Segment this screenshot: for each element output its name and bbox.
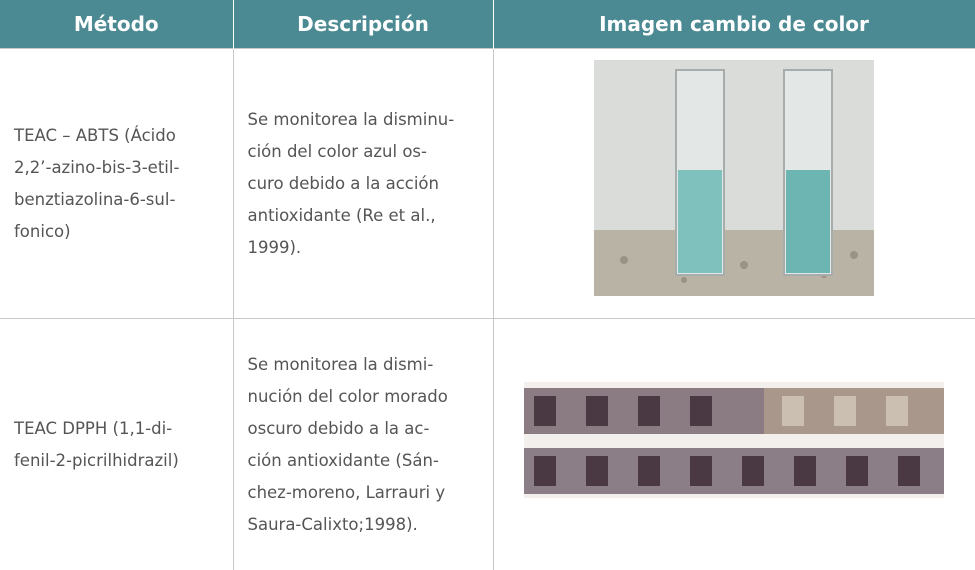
text-line: antioxidante (Re et al., xyxy=(247,205,436,225)
text-line: curo debido a la acción xyxy=(247,173,439,193)
table-row: TEAC DPPH (1,1-di-fenil-2-picrilhidrazil… xyxy=(0,318,975,570)
table-body: TEAC – ABTS (Ácido 2,2’-azino-bis-3-etil-… xyxy=(0,48,975,570)
text-line: fenil-2-picrilhidrazil) xyxy=(14,451,179,470)
image-cell xyxy=(492,318,975,570)
text-line: TEAC DPPH (1,1-di- xyxy=(14,419,173,438)
method-cell: TEAC – ABTS (Ácido 2,2’-azino-bis-3-etil-… xyxy=(0,48,234,319)
text-line: 1999). xyxy=(247,237,302,257)
text-line: ción antioxidante (Sán- xyxy=(247,451,439,470)
description-cell: Se monitorea la disminu-ción del color a… xyxy=(232,48,494,319)
description-cell: Se monitorea la dismi-nución del color m… xyxy=(232,318,494,570)
text-line: ción del color azul os- xyxy=(247,141,428,161)
header-row: Método Descripción Imagen cambio de color xyxy=(0,0,975,49)
image-cell xyxy=(492,48,975,319)
dpph-cuvettes-photo xyxy=(524,381,944,498)
method-cell: TEAC DPPH (1,1-di-fenil-2-picrilhidrazil… xyxy=(0,318,234,570)
text-line: Saura-Calixto;1998). xyxy=(247,515,418,534)
header-cell: Imagen cambio de color xyxy=(493,0,975,49)
text-line: oscuro debido a la ac- xyxy=(247,419,430,438)
table-row: TEAC – ABTS (Ácido 2,2’-azino-bis-3-etil-… xyxy=(0,48,975,319)
text-line: Se monitorea la dismi- xyxy=(247,355,434,374)
text-line: fonico) xyxy=(14,221,71,241)
text-line: Se monitorea la disminu- xyxy=(247,109,455,129)
text-line: 2,2’-azino-bis-3-etil- xyxy=(14,157,180,177)
header-cell: Descripción xyxy=(233,0,494,49)
text-line: benztiazolina-6-sul- xyxy=(14,189,176,209)
header-cell: Método xyxy=(0,0,234,49)
abts-cuvettes-photo xyxy=(594,60,874,296)
text-line: chez-moreno, Larrauri y xyxy=(247,483,446,502)
text-line: TEAC – ABTS (Ácido xyxy=(14,125,176,145)
text-line: nución del color morado xyxy=(247,387,448,406)
